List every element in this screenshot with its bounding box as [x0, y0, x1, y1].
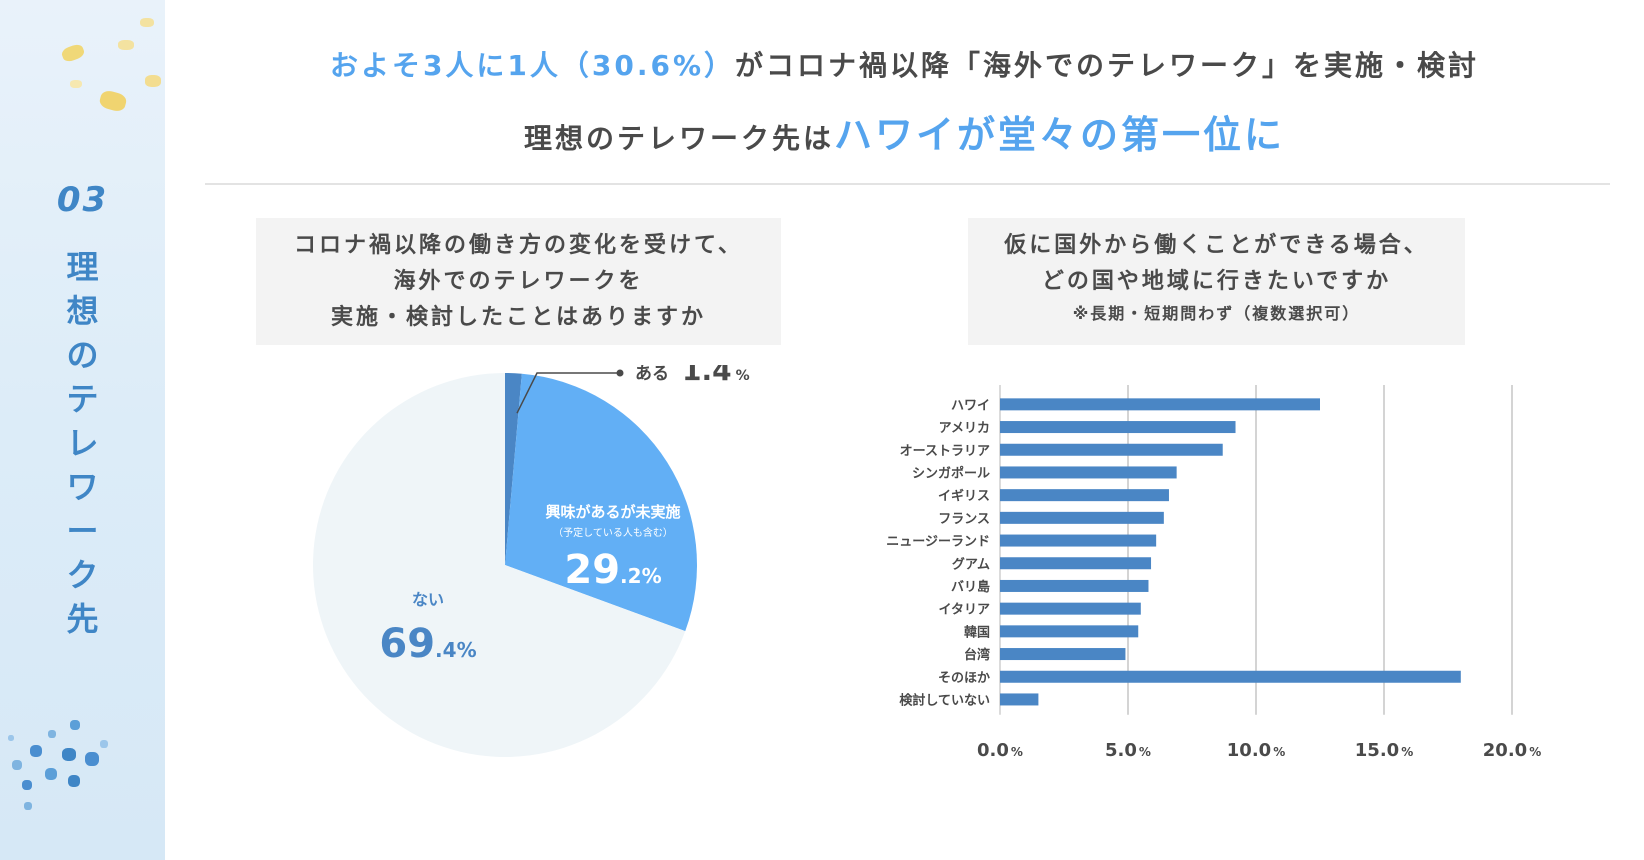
x-tick-label: 10.0% — [1227, 740, 1285, 761]
bar — [1000, 489, 1169, 502]
pie-slice — [313, 373, 686, 757]
bar — [1000, 511, 1164, 524]
divider — [205, 183, 1610, 185]
decorative-dot — [48, 730, 56, 738]
decorative-dot — [45, 768, 57, 780]
section-title-char: 想 — [66, 292, 99, 330]
y-tick-label: グアム — [952, 556, 990, 572]
decorative-dot — [70, 80, 82, 88]
decorative-dot — [30, 745, 42, 757]
bar — [1000, 398, 1320, 411]
question-note: ※長期・短期問わず（複数選択可） — [1072, 304, 1361, 323]
section-title-char: 先 — [66, 600, 99, 638]
y-tick-label: ハワイ — [951, 398, 990, 413]
x-tick-label: 5.0% — [1105, 740, 1151, 761]
leader-line — [516, 372, 620, 414]
question-box-left: コロナ禍以降の働き方の変化を受けて、 海外でのテレワークを 実施・検討したことは… — [256, 218, 781, 345]
decorative-dot — [68, 775, 80, 787]
bar — [1000, 579, 1149, 592]
decorative-dot — [118, 40, 134, 50]
bar — [1000, 625, 1139, 638]
decorative-dot — [140, 18, 154, 27]
pie-chart: ある 1.4 % 興味があるが未実施 （予定している人も含む） 29.2% ない 69.4% — [313, 365, 750, 757]
headline-line-2: 理想のテレワーク先はハワイが堂々の第一位に — [165, 104, 1644, 159]
decorative-dot — [70, 720, 80, 730]
question-line: コロナ禍以降の働き方の変化を受けて、 — [294, 233, 743, 258]
bar — [1000, 602, 1141, 615]
section-title: 理想のテレワーク先 — [0, 245, 165, 641]
bar — [1000, 466, 1177, 479]
y-tick-label: 韓国 — [964, 624, 990, 640]
headline-highlight: およそ3人に1人（30.6%） — [329, 49, 736, 82]
question-line: 海外でのテレワークを — [393, 269, 644, 294]
decorative-dot — [62, 748, 76, 761]
y-tick-label: フランス — [938, 512, 990, 527]
bar — [1000, 557, 1152, 570]
section-title-char: ワ — [66, 468, 99, 506]
decorative-dot — [8, 735, 14, 741]
decorative-dot — [98, 88, 128, 114]
headline-text: 理想のテレワーク先は — [523, 122, 834, 155]
bar — [1000, 648, 1126, 661]
pie-value-label: 69.4% — [379, 621, 476, 667]
sidebar: 03 理想のテレワーク先 — [0, 0, 165, 860]
question-line: どの国や地域に行きたいですか — [1041, 269, 1392, 294]
section-title-char: ク — [66, 556, 99, 594]
y-tick-label: バリ島 — [951, 579, 990, 595]
bar-chart: ハワイアメリカオーストラリアシンガポールイギリスフランスニュージーランドグアムバ… — [886, 385, 1541, 761]
pie-slice — [505, 373, 522, 565]
x-tick-label: 20.0% — [1483, 740, 1541, 761]
leader-dot — [616, 369, 624, 377]
y-tick-label: ニュージーランド — [886, 535, 990, 550]
headline-text: がコロナ禍以降「海外でのテレワーク」を実施・検討 — [735, 49, 1480, 82]
section-title-char: の — [66, 336, 99, 374]
decorative-dot — [22, 780, 32, 790]
headline-line-1: およそ3人に1人（30.6%）がコロナ禍以降「海外でのテレワーク」を実施・検討 — [165, 44, 1644, 84]
pie-value-label: 1.4% — [682, 365, 750, 387]
section-title-char: ー — [66, 512, 99, 550]
question-line: 仮に国外から働くことができる場合、 — [1004, 233, 1429, 258]
bar — [1000, 670, 1461, 683]
decorative-dot — [100, 740, 108, 748]
section-title-char: レ — [66, 424, 99, 462]
bar — [1000, 534, 1157, 547]
y-tick-label: 検討していない — [899, 692, 990, 708]
decorative-dot — [85, 752, 99, 766]
section-number: 03 — [56, 180, 109, 220]
y-tick-label: アメリカ — [939, 421, 990, 436]
bar — [1000, 693, 1039, 706]
section-title-char: テ — [66, 380, 99, 418]
y-tick-label: シンガポール — [912, 465, 990, 481]
pie-category-label: ない — [412, 590, 444, 609]
pie-category-label: ある — [635, 365, 669, 384]
y-tick-label: オーストラリア — [900, 444, 990, 459]
y-tick-label: イギリス — [938, 488, 990, 504]
x-tick-label: 0.0% — [977, 740, 1023, 761]
question-box-right: 仮に国外から働くことができる場合、 どの国や地域に行きたいですか ※長期・短期問… — [968, 218, 1465, 345]
headline-highlight: ハワイが堂々の第一位に — [834, 113, 1286, 157]
section-title-char: 理 — [66, 248, 99, 286]
pie-category-sublabel: （予定している人も含む） — [553, 526, 673, 539]
question-line: 実施・検討したことはありますか — [330, 305, 706, 330]
y-tick-label: イタリア — [939, 603, 990, 618]
pie-category-label: 興味があるが未実施 — [545, 503, 680, 521]
pie-slice — [505, 373, 697, 632]
decorative-dot — [60, 42, 86, 64]
decorative-dot — [24, 802, 32, 810]
x-tick-label: 15.0% — [1355, 740, 1413, 761]
decorative-dot — [12, 760, 22, 770]
pie-value-label: 29.2% — [564, 547, 661, 593]
y-tick-label: そのほか — [938, 671, 990, 686]
y-tick-label: 台湾 — [964, 647, 990, 663]
decorative-dot — [145, 75, 161, 87]
bar — [1000, 421, 1236, 434]
bar — [1000, 443, 1223, 456]
